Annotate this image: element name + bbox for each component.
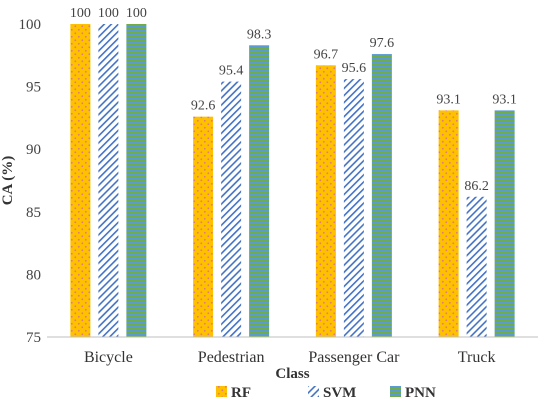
y-axis-title: CA (%) bbox=[0, 156, 16, 206]
data-label: 95.6 bbox=[342, 61, 367, 76]
bar-pnn-truck bbox=[494, 110, 515, 337]
bar-pnn-bicycle bbox=[126, 24, 147, 337]
bar-rf-pedestrian bbox=[193, 116, 214, 337]
data-label: 100 bbox=[126, 6, 147, 21]
data-label: 100 bbox=[70, 6, 91, 21]
data-label: 97.6 bbox=[370, 36, 395, 51]
bar-rf-truck bbox=[438, 110, 459, 337]
bar-pnn-passenger-car bbox=[371, 54, 392, 337]
y-tick-label: 100 bbox=[19, 17, 42, 33]
x-axis-title: Class bbox=[275, 366, 309, 382]
bar-rf-passenger-car bbox=[315, 65, 336, 337]
x-category-label: Truck bbox=[458, 349, 496, 366]
y-tick-label: 95 bbox=[26, 80, 41, 96]
legend-label-rf: RF bbox=[231, 385, 251, 401]
y-axis: 75 80 85 90 95 100 bbox=[19, 17, 42, 346]
bar-rf-bicycle bbox=[70, 24, 91, 337]
bar-pnn-pedestrian bbox=[249, 45, 270, 338]
data-label: 93.1 bbox=[492, 92, 517, 107]
y-tick-label: 80 bbox=[26, 267, 41, 283]
y-tick-label: 75 bbox=[26, 330, 41, 346]
data-label: 86.2 bbox=[464, 179, 489, 194]
y-tick-label: 90 bbox=[26, 142, 41, 158]
data-label: 96.7 bbox=[314, 47, 339, 62]
legend-swatch-rf bbox=[216, 386, 227, 397]
data-label: 95.4 bbox=[219, 64, 244, 79]
legend-label-pnn: PNN bbox=[405, 385, 436, 401]
legend-swatch-svm bbox=[308, 386, 319, 397]
bar-svm-pedestrian bbox=[221, 81, 242, 337]
x-category-label: Passenger Car bbox=[308, 349, 400, 366]
bar-svm-truck bbox=[466, 196, 487, 337]
legend-label-svm: SVM bbox=[323, 385, 356, 401]
data-label: 98.3 bbox=[247, 27, 272, 42]
data-label: 92.6 bbox=[191, 99, 216, 114]
legend-swatch-pnn bbox=[390, 386, 401, 397]
y-tick-label: 85 bbox=[26, 205, 41, 221]
x-category-label: Bicycle bbox=[84, 349, 133, 366]
x-axis: Bicycle Pedestrian Passenger Car Truck bbox=[47, 336, 538, 366]
x-category-label: Pedestrian bbox=[198, 349, 265, 366]
data-labels-group: 100 100 100 92.6 95.4 98.3 96.795.697.6 93.1 86.… bbox=[70, 6, 517, 194]
bars-group bbox=[70, 24, 515, 338]
bar-svm-passenger-car bbox=[343, 79, 364, 337]
data-label: 100 bbox=[98, 6, 119, 21]
legend: RF SVM PNN bbox=[216, 385, 436, 401]
data-label: 93.1 bbox=[436, 92, 461, 107]
bar-svm-bicycle bbox=[98, 24, 119, 337]
